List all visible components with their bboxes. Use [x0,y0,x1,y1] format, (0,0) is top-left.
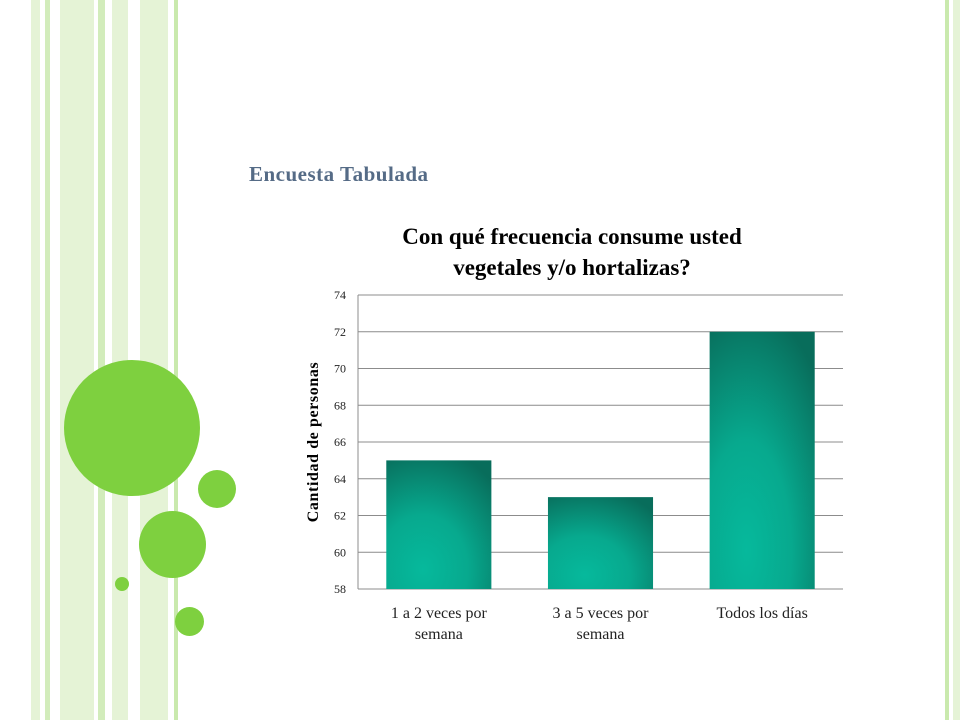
decor-stripe [953,0,960,720]
decor-circle [139,511,206,578]
x-tick-label-line: semana [415,626,463,643]
decor-stripe [60,0,94,720]
decor-stripe [98,0,105,720]
slide-title: Encuesta Tabulada [249,162,429,186]
y-tick-label: 68 [334,398,346,412]
y-axis-ticks: 58 60 62 64 66 68 70 72 74 [334,288,346,596]
decor-circle [64,360,200,496]
bar [709,331,815,589]
y-axis-label-group: Cantidad de personas [305,362,322,522]
y-tick-label: 66 [334,435,346,449]
chart-title-line: Con qué frecuencia consume usted [402,224,742,249]
x-tick-label-line: Todos los días [717,605,808,622]
y-tick-label: 70 [334,362,346,376]
y-tick-label: 72 [334,325,346,339]
decor-stripe [174,0,178,720]
decor-stripe [31,0,40,720]
y-tick-label: 58 [334,582,346,596]
chart-title: Con qué frecuencia consume usted vegetale… [402,224,742,280]
x-tick-label: 3 a 5 veces por semana [553,605,650,643]
decor-circle [198,470,236,508]
x-tick-label-line: 3 a 5 veces por [553,605,650,622]
x-tick-label-line: 1 a 2 veces por [391,605,488,622]
bars [386,331,815,589]
decor-stripe [140,0,168,720]
x-tick-label: 1 a 2 veces por semana [391,605,488,643]
bar [386,460,492,589]
bar [547,497,654,589]
decor-circle [115,577,129,591]
y-tick-label: 60 [334,545,346,559]
x-tick-label: Todos los días [717,605,808,622]
chart-title-text: Con qué frecuencia consume usted vegetale… [402,224,742,280]
decor-stripe [945,0,949,720]
y-axis-label: Cantidad de personas [305,362,322,522]
y-tick-label: 64 [334,472,346,486]
chart-title-line: vegetales y/o hortalizas? [453,255,691,280]
y-tick-label: 74 [334,288,346,302]
decor-stripe [45,0,50,720]
y-tick-label: 62 [334,509,346,523]
x-tick-label-line: semana [577,626,625,643]
x-axis-labels: 1 a 2 veces por semana 3 a 5 veces por sema… [391,605,808,643]
decor-circle [175,607,204,636]
